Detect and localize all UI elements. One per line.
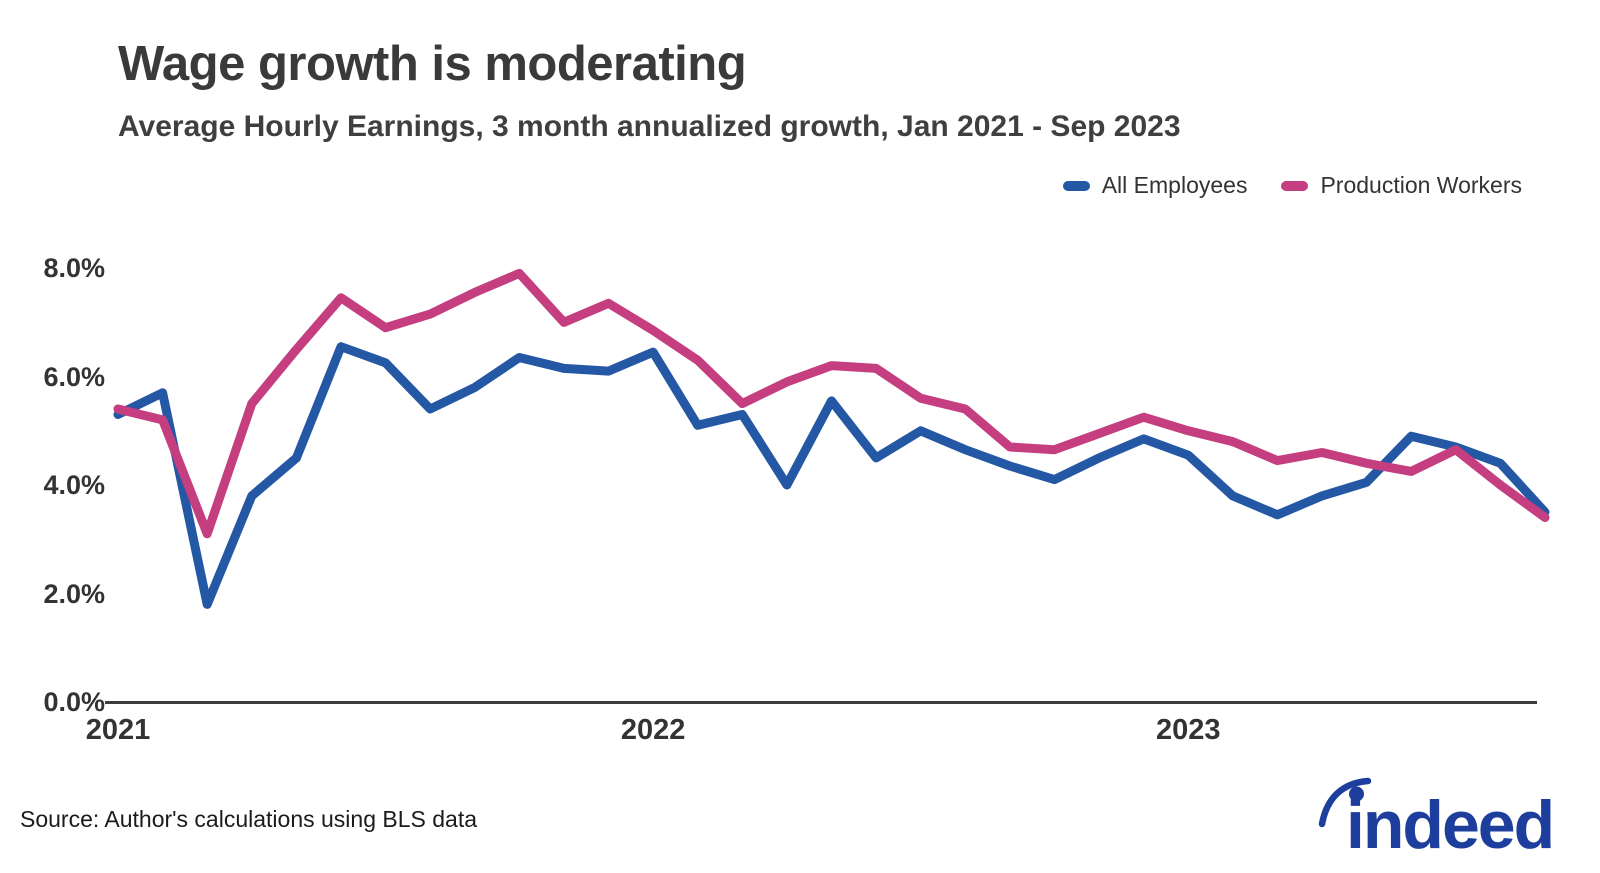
legend-swatch-all-employees	[1062, 180, 1090, 191]
legend-item-production-workers: Production Workers	[1281, 172, 1522, 199]
legend-item-all-employees: All Employees	[1062, 172, 1248, 199]
y-tick-label: 4.0%	[43, 470, 105, 500]
legend-label-production-workers: Production Workers	[1320, 172, 1522, 198]
x-tick-label: 2021	[85, 714, 151, 746]
chart-title: Wage growth is moderating	[118, 37, 747, 91]
indeed-logo-text: indeed	[1346, 787, 1552, 858]
indeed-logo-arc-icon	[1318, 777, 1372, 828]
y-tick-label: 2.0%	[43, 578, 105, 609]
x-tick-label: 2022	[620, 714, 686, 746]
chart-subtitle: Average Hourly Earnings, 3 month annuali…	[118, 110, 1181, 143]
indeed-logo-i-dot	[1349, 786, 1364, 802]
line-production-workers	[113, 268, 1550, 539]
legend-swatch-production-workers	[1281, 180, 1309, 191]
line-all-employees	[113, 342, 1550, 609]
x-tick-label: 2023	[1155, 714, 1221, 746]
y-tick-label: 6.0%	[43, 361, 105, 392]
legend-label-all-employees: All Employees	[1101, 172, 1248, 198]
legend: All Employees Production Workers	[1062, 172, 1522, 199]
y-tick-label: 0.0%	[43, 687, 105, 717]
source-note: Source: Author's calculations using BLS …	[20, 806, 478, 832]
y-tick-label: 8.0%	[43, 253, 105, 283]
indeed-logo: indeed	[1318, 777, 1552, 858]
